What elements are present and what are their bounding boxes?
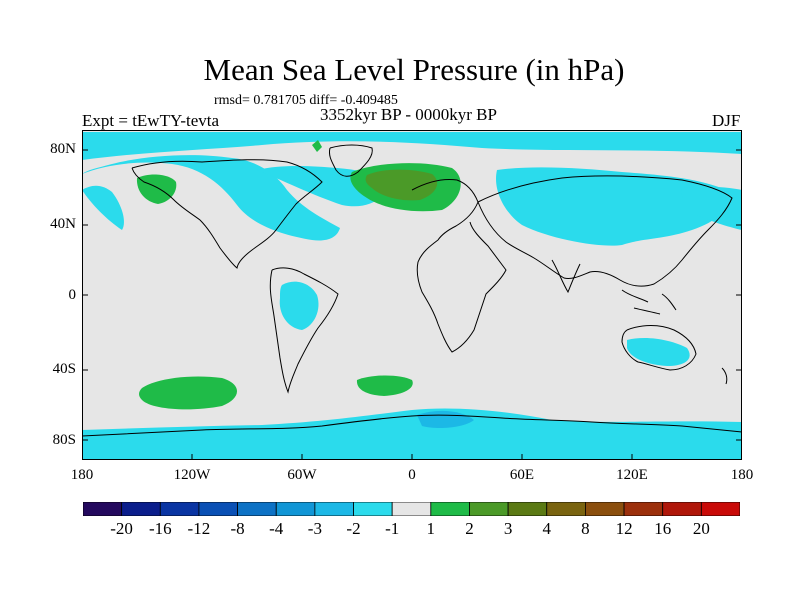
coast-greenland (329, 144, 373, 177)
lon-label-180e: 180 (730, 467, 754, 483)
colorbar-label: 20 (692, 519, 710, 538)
anomaly-southpacific-positive (139, 376, 237, 410)
colorbar-swatch (237, 502, 277, 516)
anomaly-nepacific-negative (681, 186, 742, 230)
colorbar-swatch (275, 502, 316, 516)
anomaly-southatlantic-positive (356, 375, 413, 396)
stats-label: rmsd= 0.781705 diff= -0.409485 (214, 93, 398, 108)
colorbar-swatch (546, 502, 586, 516)
colorbar-label: 4 (542, 519, 552, 538)
season-label: DJF (712, 111, 741, 130)
colorbar-swatch (159, 502, 200, 516)
lat-label-40s: 40S (52, 361, 76, 377)
colorbar-label: 12 (615, 519, 633, 538)
coast-australia (621, 325, 697, 371)
colorbar-swatch (391, 502, 432, 516)
coast-india (551, 259, 581, 294)
lon-label-60w: 60W (287, 467, 317, 483)
colorbar-label: -20 (110, 519, 133, 538)
colorbar (83, 502, 740, 516)
lat-label-80n: 80N (50, 141, 76, 157)
colorbar-swatch (198, 502, 238, 516)
lon-label-60e: 60E (509, 467, 535, 483)
colorbar-swatch (507, 502, 548, 516)
experiment-label: Expt = tEwTY-tevta (82, 111, 220, 130)
colorbar-swatch (83, 502, 123, 516)
coast-antarctica (82, 414, 742, 437)
colorbar-swatch (700, 502, 740, 516)
colorbar-swatch (662, 502, 702, 516)
colorbar-label: -12 (187, 519, 211, 538)
coast-asia (477, 175, 733, 287)
colorbar-swatch (623, 502, 664, 516)
colorbar-label: 2 (465, 519, 474, 538)
coast-north-america (131, 159, 323, 269)
coast-south-america (269, 267, 339, 394)
colorbar-label: 3 (503, 519, 513, 538)
lat-label-40n: 40N (50, 216, 76, 232)
plot-title: Mean Sea Level Pressure (in hPa) (203, 52, 625, 87)
map-panel (82, 130, 742, 460)
colorbar-label: -4 (269, 519, 284, 538)
colorbar-swatch (314, 502, 354, 516)
colorbar-label: -3 (307, 519, 322, 538)
anomaly-nwpacific-negative (82, 185, 124, 230)
anomaly-tropical-atlantic-negative (279, 281, 319, 330)
anomaly-arctic-negative (82, 132, 742, 160)
anomaly-npacific-negative (82, 155, 340, 241)
anomaly-australia-negative (627, 337, 690, 366)
map-ticks (82, 149, 742, 460)
anomaly-alaska-positive (136, 174, 177, 204)
lat-label-80s: 80S (52, 432, 76, 448)
colorbar-label: 1 (426, 519, 436, 538)
colorbar-label: -2 (346, 519, 361, 538)
colorbar-label: 8 (581, 519, 590, 538)
lon-label-120w: 120W (173, 467, 211, 483)
anomaly-antarctic-negative (82, 408, 742, 460)
anomaly-fields (82, 132, 742, 460)
coast-europe-africa (411, 179, 507, 353)
coast-new-zealand (721, 367, 728, 385)
colorbar-swatch (353, 502, 393, 516)
lon-label-120e: 120E (616, 467, 648, 483)
colorbar-swatch (585, 502, 625, 516)
colorbar-label: 16 (654, 519, 672, 538)
anomaly-arctic-positive (312, 140, 322, 152)
coast-maritime-asia (621, 289, 677, 315)
lon-label-180w: 180 (70, 467, 94, 483)
colorbar-label: -16 (148, 519, 172, 538)
coastlines (82, 144, 742, 437)
colorbar-swatch (121, 502, 161, 516)
lat-label-0: 0 (68, 287, 77, 303)
colorbar-swatch (430, 502, 470, 516)
anomaly-iceland-core (365, 169, 438, 201)
lon-label-0: 0 (408, 467, 416, 483)
period-label: 3352kyr BP - 0000kyr BP (320, 105, 497, 124)
colorbar-label: -1 (385, 519, 400, 538)
colorbar-label: -8 (230, 519, 245, 538)
anomaly-eurasia-negative (496, 167, 729, 246)
colorbar-swatch (469, 502, 509, 516)
